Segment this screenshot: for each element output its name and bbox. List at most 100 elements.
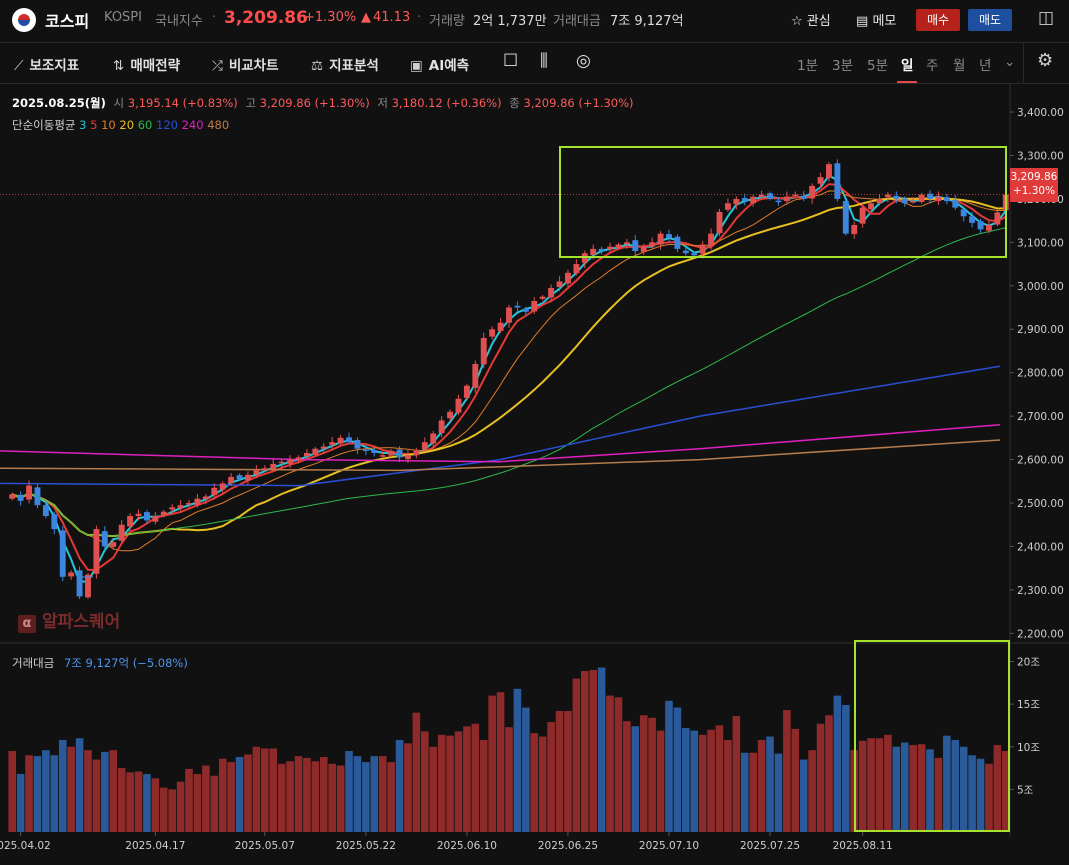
volume-bar (126, 772, 134, 832)
ma-line (11, 174, 1007, 583)
period-1min[interactable]: 1분 (797, 58, 819, 74)
candle-body (186, 502, 192, 505)
price-tick-label: 2,800.00 (1017, 368, 1064, 380)
volume-bar (993, 745, 1002, 832)
candle-body (531, 300, 538, 312)
volume-bar (421, 731, 429, 832)
volume-bar (749, 752, 757, 832)
volume-bar (799, 759, 808, 832)
square-tool-icon[interactable]: ☐ (503, 51, 519, 71)
volume-bar (934, 757, 943, 832)
date-tick-label: 2025.04.17 (125, 840, 185, 852)
volume-bar (682, 728, 690, 832)
candle-body (649, 242, 656, 246)
memo-icon: ▤ (856, 14, 869, 29)
ma-line (12, 227, 1006, 537)
candle-body (413, 450, 420, 456)
price-tick-label: 2,200.00 (1017, 628, 1064, 640)
header-bar: 코스피 KOSPI 국내지수 · 3,209.86 +1.30% ▲ 41.13… (0, 0, 1069, 43)
volume-bar (943, 735, 951, 832)
candle-body (792, 194, 799, 197)
volume-bar (875, 738, 884, 832)
volume-bar (530, 733, 539, 832)
strategy-tool-button[interactable]: ⇅ 매매전략 (113, 58, 180, 74)
period-month[interactable]: 월 (953, 58, 966, 74)
period-day[interactable]: 일 (901, 58, 914, 74)
volume-bar (8, 751, 16, 832)
close-label: 종 (509, 96, 520, 110)
volume-bar (286, 761, 294, 832)
candle-body (489, 329, 496, 337)
last-price-value: 3,209.86 (1010, 171, 1058, 183)
index-code: KOSPI (104, 10, 142, 25)
volume-bar (210, 775, 219, 832)
volume-bar (269, 748, 278, 832)
volume-bar (193, 774, 202, 832)
ai-predict-button[interactable]: ▣ AI예측 (410, 58, 470, 74)
chevron-down-icon[interactable]: ⌄ (1004, 54, 1016, 70)
candle-body (312, 448, 319, 455)
volume-label: 거래량 (429, 14, 465, 29)
period-year[interactable]: 년 (979, 58, 992, 74)
indicator-tool-button[interactable]: ⟋ 보조지표 (14, 58, 80, 74)
sell-button[interactable]: 매도 (968, 9, 1012, 31)
candle-body (329, 442, 336, 445)
date-tick-label: 2025.06.25 (538, 840, 598, 852)
analysis-tool-button[interactable]: ⚖ 지표분석 (311, 58, 379, 74)
date-tick-label: 2025.04.02 (0, 840, 51, 852)
candle-body (556, 281, 563, 288)
candle-body (826, 164, 832, 179)
candle-body (194, 498, 201, 506)
volume-bar (58, 739, 67, 832)
change-abs: 41.13 (373, 10, 411, 25)
candle-body (994, 212, 1001, 225)
candle-body (699, 244, 706, 254)
volume-bar (673, 707, 682, 832)
buy-button[interactable]: 매수 (916, 9, 960, 31)
panel-toggle-icon[interactable]: ◫ (1038, 8, 1055, 28)
ma-line (12, 190, 1006, 552)
current-price: 3,209.86 (224, 8, 308, 28)
compare-tool-button[interactable]: ⤮ 비교차트 (212, 58, 279, 74)
period-3min[interactable]: 3분 (832, 58, 854, 74)
volume-bar (168, 789, 176, 832)
volume-bar (496, 692, 505, 832)
watch-button[interactable]: ☆ 관심 (791, 14, 831, 29)
gear-icon[interactable]: ⚙ (1037, 50, 1054, 71)
candle-body (927, 193, 933, 199)
candle-body (143, 512, 150, 521)
volume-bar (690, 730, 699, 832)
analysis-icon: ⚖ (311, 58, 324, 74)
last-price-pct: +1.30% (1012, 185, 1056, 197)
korea-flag-icon (12, 8, 36, 32)
candle-body (320, 446, 327, 449)
candle-body (59, 530, 66, 577)
high-label: 고 (245, 96, 257, 110)
candle-type-icon[interactable]: ⫼ (540, 51, 548, 71)
camera-icon[interactable]: ◎ (576, 51, 591, 71)
period-week[interactable]: 주 (926, 58, 939, 74)
volume-tick-label: 15조 (1017, 699, 1040, 711)
volume-bar (639, 715, 648, 832)
price-chart[interactable]: 3,400.003,300.003,200.003,100.003,000.00… (0, 84, 1069, 865)
volume-bar (976, 758, 985, 832)
volume-bar (387, 762, 395, 832)
volume-bar (261, 748, 269, 832)
candle-body (405, 455, 411, 460)
price-tick-label: 3,400.00 (1017, 107, 1064, 119)
volume-info: 거래대금 7조 9,127억 (−5.08%) (12, 655, 188, 671)
candle-body (9, 494, 16, 499)
ma-legend[interactable]: 단순이동평균 3 5 10 20 60 120 240 480 (12, 117, 229, 133)
volume-bar (454, 731, 463, 832)
highlight-box-price (559, 146, 1007, 258)
volume-bar (33, 756, 42, 832)
volume-bar (732, 716, 741, 832)
memo-button[interactable]: ▤ 메모 (856, 14, 897, 29)
candle-body (202, 496, 209, 500)
period-5min[interactable]: 5분 (867, 58, 889, 74)
date-tick-label: 2025.07.10 (639, 840, 699, 852)
volume-bar (101, 751, 109, 832)
volume-bar (665, 700, 673, 832)
volume-bar (437, 734, 446, 832)
volume-tick-label: 20조 (1017, 657, 1040, 669)
